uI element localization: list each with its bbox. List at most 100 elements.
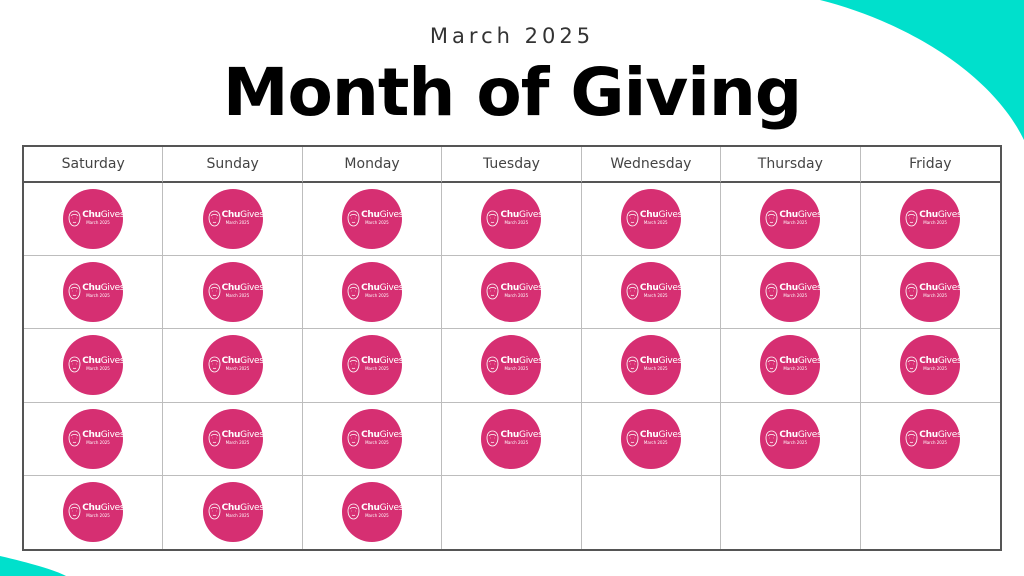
lion-face-icon (487, 283, 499, 300)
badge-subtext: March 2025 (225, 220, 250, 226)
lion-face-icon (487, 430, 499, 447)
weekday-header: Monday (302, 147, 443, 183)
badge-brand: ChuGives (779, 210, 822, 221)
badge-brand: ChuGives (779, 429, 822, 440)
calendar-day-cell: ChuGives March 2025 (302, 256, 443, 330)
badge-subtext: March 2025 (86, 220, 110, 226)
chugives-badge: ChuGives March 2025 (900, 408, 962, 469)
chugives-badge: ChuGives March 2025 (620, 189, 682, 250)
calendar-day-cell: ChuGives March 2025 (163, 256, 303, 330)
lion-face-icon (68, 503, 81, 520)
badge-brand: ChuGives (639, 356, 682, 367)
chugives-badge: ChuGives March 2025 (342, 408, 404, 469)
badge-subtext: March 2025 (504, 439, 529, 445)
chugives-badge: ChuGives March 2025 (760, 189, 822, 250)
chugives-badge: ChuGives March 2025 (63, 262, 125, 323)
lion-face-icon (905, 283, 918, 300)
calendar-day-cell: ChuGives March 2025 (442, 183, 582, 257)
chugives-badge: ChuGives March 2025 (481, 335, 543, 396)
calendar-day-cell: ChuGives March 2025 (860, 183, 1000, 257)
calendar-day-cell: ChuGives March 2025 (24, 329, 164, 403)
badge-subtext: March 2025 (225, 513, 250, 519)
badge-subtext: March 2025 (643, 220, 668, 226)
badge-brand: ChuGives (919, 356, 962, 367)
lion-face-icon (347, 430, 360, 447)
chugives-badge: ChuGives March 2025 (481, 262, 543, 323)
lion-face-icon (765, 210, 778, 227)
badge-brand: ChuGives (221, 503, 264, 514)
badge-subtext: March 2025 (923, 439, 947, 445)
page-subtitle: March 2025 (429, 24, 595, 48)
lion-face-icon (765, 283, 778, 300)
calendar-day-cell: ChuGives March 2025 (581, 402, 722, 476)
chugives-badge: ChuGives March 2025 (481, 189, 543, 250)
lion-face-icon (68, 357, 81, 373)
calendar-day-cell: ChuGives March 2025 (860, 256, 1000, 330)
calendar-empty-cell (861, 476, 1000, 549)
calendar-day-cell: ChuGives March 2025 (860, 403, 1000, 476)
badge-brand: ChuGives (221, 283, 264, 294)
calendar-day-cell: ChuGives March 2025 (24, 402, 164, 476)
badge-subtext: March 2025 (365, 293, 389, 299)
badge-brand: ChuGives (361, 356, 404, 367)
badge-brand: ChuGives (919, 210, 962, 221)
badge-brand: ChuGives (361, 283, 404, 294)
lion-face-icon (208, 503, 221, 520)
badge-brand: ChuGives (500, 283, 543, 294)
badge-brand: ChuGives (82, 283, 125, 294)
badge-subtext: March 2025 (923, 293, 947, 299)
lion-face-icon (487, 210, 499, 227)
calendar-grid: Saturday Sunday Monday Tuesday Wednesday Thur… (22, 145, 1002, 551)
calendar-day-cell: ChuGives March 2025 (442, 256, 582, 330)
badge-subtext: March 2025 (365, 513, 389, 519)
weekday-header: Thursday (721, 147, 861, 183)
calendar-day-cell: ChuGives March 2025 (581, 329, 722, 403)
calendar-day-cell: ChuGives March 2025 (442, 402, 582, 476)
badge-brand: ChuGives (779, 283, 822, 294)
calendar-day-cell: ChuGives March 2025 (302, 183, 443, 257)
lion-face-icon (487, 357, 499, 373)
chugives-badge: ChuGives March 2025 (760, 335, 822, 396)
badge-subtext: March 2025 (365, 366, 389, 372)
lion-face-icon (626, 357, 639, 373)
lion-face-icon (626, 210, 639, 227)
calendar-empty-cell (721, 475, 861, 549)
badge-subtext: March 2025 (783, 293, 807, 299)
chugives-badge: ChuGives March 2025 (481, 408, 543, 469)
teal-wave-bottom-left (0, 556, 66, 576)
badge-subtext: March 2025 (86, 366, 110, 372)
calendar-day-cell: ChuGives March 2025 (163, 183, 303, 257)
badge-subtext: March 2025 (86, 439, 110, 445)
badge-subtext: March 2025 (365, 220, 389, 226)
badge-subtext: March 2025 (643, 366, 668, 372)
calendar-day-cell: ChuGives March 2025 (721, 183, 861, 257)
lion-face-icon (347, 357, 360, 373)
badge-subtext: March 2025 (504, 220, 529, 226)
lion-face-icon (626, 430, 639, 447)
badge-subtext: March 2025 (504, 366, 529, 372)
calendar-day-cell: ChuGives March 2025 (442, 329, 582, 403)
chugives-badge: ChuGives March 2025 (620, 335, 682, 396)
calendar-day-cell: ChuGives March 2025 (581, 183, 722, 257)
badge-brand: ChuGives (361, 210, 404, 221)
lion-face-icon (208, 283, 221, 300)
chugives-badge: ChuGives March 2025 (342, 482, 403, 543)
lion-face-icon (905, 430, 918, 447)
calendar-day-cell: ChuGives March 2025 (24, 475, 164, 549)
badge-subtext: March 2025 (504, 293, 529, 299)
calendar-day-cell: ChuGives March 2025 (163, 402, 303, 476)
lion-face-icon (347, 210, 360, 227)
badge-subtext: March 2025 (783, 220, 807, 226)
chugives-badge: ChuGives March 2025 (202, 482, 264, 543)
chugives-badge: ChuGives March 2025 (63, 482, 125, 543)
chugives-badge: ChuGives March 2025 (342, 262, 404, 323)
badge-brand: ChuGives (361, 429, 404, 440)
badge-brand: ChuGives (639, 429, 682, 440)
badge-brand: ChuGives (221, 356, 264, 367)
page-title: Month of Giving (222, 54, 802, 131)
calendar-day-cell: ChuGives March 2025 (721, 256, 861, 330)
calendar-day-cell: ChuGives March 2025 (24, 256, 164, 330)
chugives-badge: ChuGives March 2025 (900, 189, 962, 250)
badge-subtext: March 2025 (783, 439, 807, 445)
chugives-badge: ChuGives March 2025 (342, 189, 404, 250)
